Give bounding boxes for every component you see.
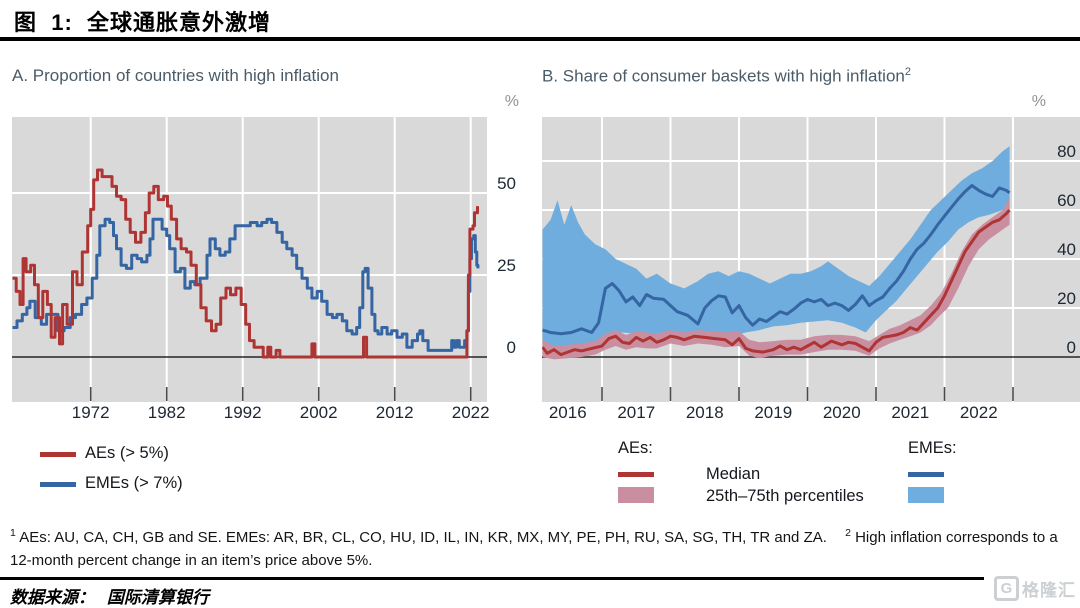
y-tick-label: 20 [1057,289,1076,308]
x-tick-label: 1982 [147,403,186,422]
x-tick-label: 2016 [548,403,587,422]
panel-b-title: B. Share of consumer baskets with high i… [542,66,911,86]
emes-legend-label: EMEs (> 7%) [85,474,183,492]
watermark-text: 格隆汇 [1022,580,1076,600]
panel-b-title-footnote-marker: 2 [904,66,911,78]
panel-b-unit-label: % [1031,93,1046,110]
aes-band-swatch [618,487,654,503]
x-tick-label: 2020 [822,403,861,422]
footnote-2-marker: 2 [845,527,851,539]
aes-group-label: AEs: [618,439,653,457]
aes-legend-label: AEs (> 5%) [85,444,169,462]
median-legend-label: Median [706,465,761,483]
x-tick-label: 2012 [375,403,414,422]
footnote-2-text: High inflation corresponds to a 12-month… [10,529,1058,569]
panel-a-unit-label: % [504,93,519,110]
y-tick-label: 0 [506,338,516,357]
emes-group-label: EMEs: [908,439,957,457]
title-rule [0,37,1080,41]
data-source: 数据来源： 国际清算银行 [10,588,209,608]
emes-line-swatch [40,482,76,487]
y-tick-label: 60 [1057,191,1076,210]
y-tick-label: 0 [1066,338,1076,357]
x-tick-label: 2002 [299,403,338,422]
x-tick-label: 2022 [959,403,998,422]
panel-b-plot [542,117,1080,402]
panel-a-chart [12,117,487,402]
watermark: G 格隆汇 [984,574,1080,602]
panel-b-chart [542,117,1080,402]
footnote-1-marker: 1 [10,527,16,539]
x-tick-label: 2021 [891,403,930,422]
y-tick-label: 25 [497,256,516,275]
y-tick-label: 50 [497,174,516,193]
x-tick-label: 1972 [71,403,110,422]
x-tick-label: 2018 [685,403,724,422]
x-tick-label: 1992 [223,403,262,422]
bottom-rule [0,577,1080,580]
footnotes: 1 AEs: AU, CA, CH, GB and SE. EMEs: AR, … [10,522,1073,572]
emes-median-swatch [908,472,944,477]
y-tick-label: 80 [1057,142,1076,161]
percentiles-legend-label: 25th–75th percentiles [706,487,864,505]
figure-title: 图 1: 全球通胀意外激增 [14,10,272,35]
panel-a-title: A. Proportion of countries with high inf… [12,66,339,85]
footnote-1-text: AEs: AU, CA, CH, GB and SE. EMEs: AR, BR… [19,529,827,546]
x-tick-label: 2017 [617,403,656,422]
panel-a-plot [12,117,487,402]
emes-band-swatch [908,487,944,503]
x-tick-label: 2022 [451,403,490,422]
watermark-logo-icon: G [994,575,1019,601]
y-tick-label: 40 [1057,240,1076,259]
x-tick-label: 2019 [754,403,793,422]
aes-median-swatch [618,472,654,477]
aes-line-swatch [40,452,76,457]
